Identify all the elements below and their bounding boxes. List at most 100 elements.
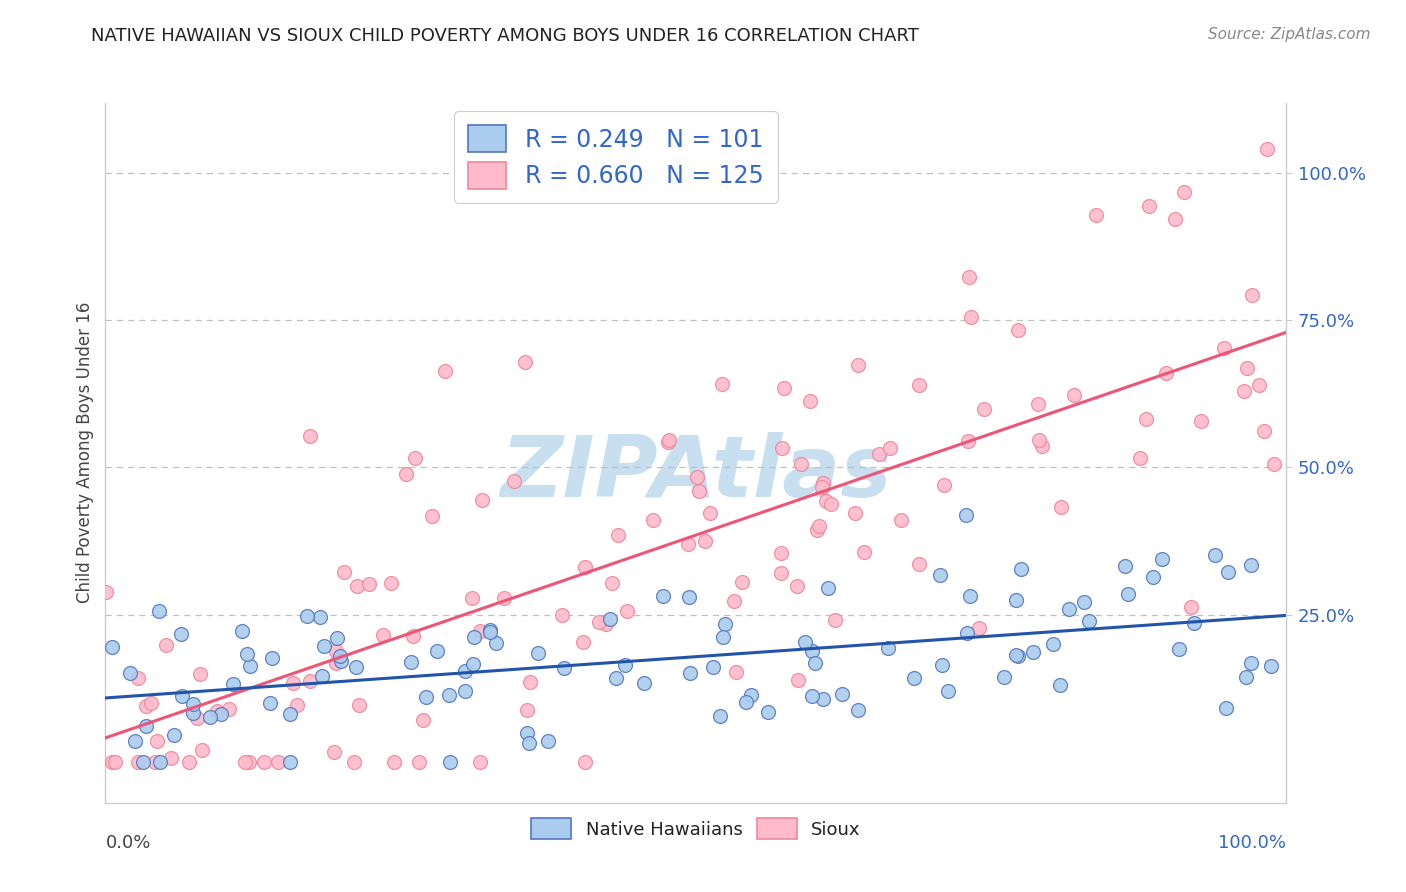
Point xyxy=(198,710,221,724)
Point xyxy=(172,689,194,703)
Point xyxy=(426,643,449,657)
Point xyxy=(1028,397,1050,411)
Point xyxy=(267,755,290,769)
Point xyxy=(190,743,212,757)
Point xyxy=(868,447,890,461)
Point xyxy=(599,612,621,626)
Point xyxy=(605,671,627,685)
Point xyxy=(588,615,610,629)
Point xyxy=(371,628,394,642)
Point xyxy=(817,581,839,595)
Point xyxy=(794,635,817,649)
Point xyxy=(143,755,166,769)
Point xyxy=(160,751,183,765)
Point xyxy=(702,660,724,674)
Point xyxy=(330,654,353,668)
Point xyxy=(1050,500,1073,515)
Point xyxy=(800,690,823,704)
Point xyxy=(1031,439,1053,453)
Point xyxy=(141,696,163,710)
Point xyxy=(502,475,524,489)
Point xyxy=(420,509,443,524)
Point xyxy=(260,650,283,665)
Point xyxy=(903,672,925,686)
Point xyxy=(183,706,205,721)
Point xyxy=(571,635,593,649)
Point xyxy=(804,656,827,670)
Point xyxy=(395,467,418,482)
Point xyxy=(1168,641,1191,656)
Point xyxy=(789,457,811,471)
Point xyxy=(931,657,953,672)
Point xyxy=(325,643,347,657)
Point xyxy=(471,493,494,508)
Point xyxy=(238,755,260,769)
Point xyxy=(127,755,149,769)
Point xyxy=(678,590,700,604)
Point xyxy=(1182,615,1205,630)
Point xyxy=(890,513,912,527)
Point xyxy=(402,629,425,643)
Point xyxy=(461,591,484,606)
Point xyxy=(1213,341,1236,355)
Point xyxy=(1007,649,1029,664)
Point xyxy=(253,755,276,769)
Point xyxy=(725,665,748,680)
Point xyxy=(1049,678,1071,692)
Point xyxy=(1077,614,1099,628)
Point xyxy=(815,493,838,508)
Point xyxy=(104,755,127,769)
Point xyxy=(811,691,834,706)
Point xyxy=(688,483,710,498)
Point xyxy=(207,705,229,719)
Point xyxy=(1118,587,1140,601)
Point xyxy=(679,666,702,681)
Point xyxy=(382,755,405,769)
Point xyxy=(929,568,952,582)
Point xyxy=(1234,670,1257,684)
Point xyxy=(1042,637,1064,651)
Point xyxy=(233,755,256,769)
Point xyxy=(877,640,900,655)
Point xyxy=(658,433,681,447)
Point xyxy=(908,558,931,572)
Point xyxy=(799,393,821,408)
Point xyxy=(380,576,402,591)
Text: Source: ZipAtlas.com: Source: ZipAtlas.com xyxy=(1208,27,1371,42)
Point xyxy=(188,667,211,681)
Point xyxy=(1204,548,1226,562)
Point xyxy=(600,575,623,590)
Point xyxy=(218,702,240,716)
Point xyxy=(408,755,430,769)
Point xyxy=(346,578,368,592)
Point xyxy=(1085,209,1108,223)
Point xyxy=(454,664,477,678)
Point xyxy=(879,441,901,455)
Point xyxy=(478,624,501,639)
Point xyxy=(149,755,172,769)
Point xyxy=(322,745,344,759)
Point xyxy=(135,719,157,733)
Point xyxy=(94,584,117,599)
Point xyxy=(485,635,508,649)
Point xyxy=(787,673,810,688)
Point xyxy=(127,671,149,685)
Point xyxy=(735,696,758,710)
Point xyxy=(124,734,146,748)
Point xyxy=(574,560,596,574)
Point xyxy=(357,576,380,591)
Point xyxy=(179,755,201,769)
Point xyxy=(1218,565,1240,579)
Point xyxy=(711,630,734,644)
Point xyxy=(278,755,301,769)
Point xyxy=(1137,199,1160,213)
Point xyxy=(1173,185,1195,199)
Point xyxy=(101,640,124,655)
Point xyxy=(148,604,170,618)
Point xyxy=(163,728,186,742)
Point xyxy=(454,684,477,698)
Point xyxy=(131,755,153,769)
Point xyxy=(412,713,434,727)
Point xyxy=(686,470,709,484)
Point xyxy=(298,428,321,442)
